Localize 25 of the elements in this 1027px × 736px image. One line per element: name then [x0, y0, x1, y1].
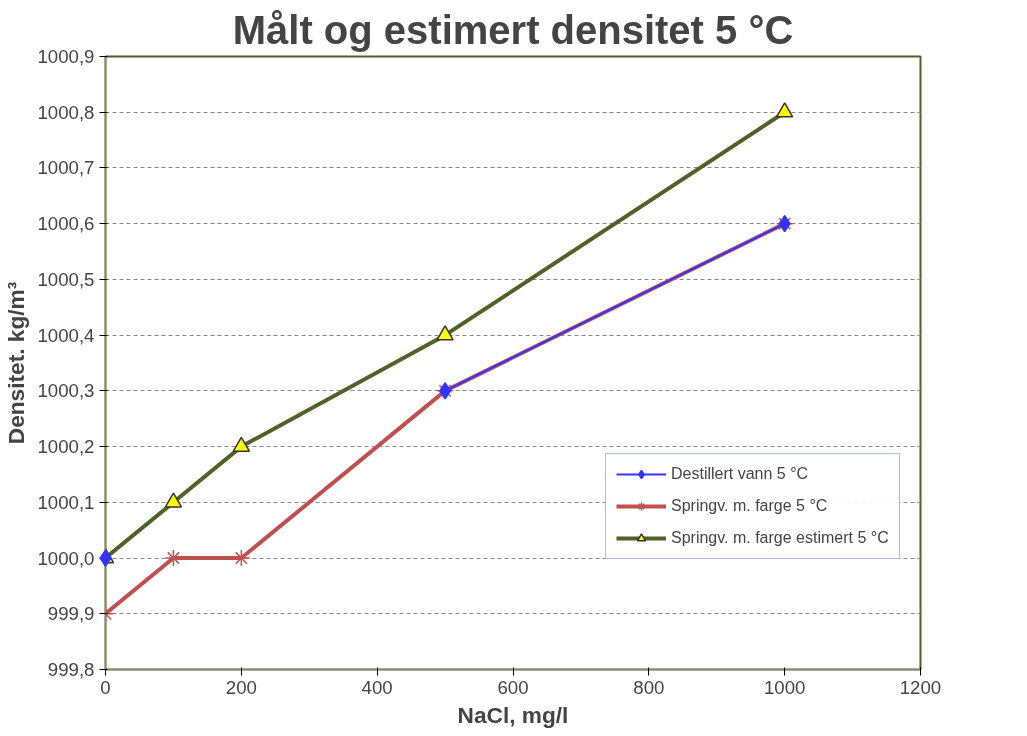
legend-label: Springv. m. farge estimert 5 °C: [671, 529, 889, 547]
chart-title: Målt og estimert densitet 5 °C: [232, 7, 794, 52]
y-tick-label: 999,9: [47, 603, 95, 625]
legend-label: Springv. m. farge 5 °C: [671, 497, 828, 515]
y-tick-label: 1000,0: [37, 547, 95, 569]
x-tick-label: 200: [225, 676, 257, 698]
y-tick-label: 1000,9: [37, 46, 95, 67]
y-axis-title: Densitet. kg/m³: [3, 281, 30, 445]
y-tick-label: 1000,8: [37, 101, 95, 123]
x-tick-label: 600: [497, 676, 529, 698]
y-tick-label: 1000,6: [37, 213, 95, 235]
x-tick-label: 800: [633, 676, 665, 698]
y-tick-label: 1000,3: [37, 380, 95, 402]
x-tick-label: 0: [100, 676, 111, 698]
y-tick-label: 1000,2: [37, 436, 95, 458]
x-tick-label: 1200: [899, 676, 942, 698]
x-tick-label: 400: [361, 676, 393, 698]
y-tick-label: 1000,4: [37, 324, 95, 346]
y-tick-label: 1000,5: [37, 268, 95, 290]
x-axis-title: NaCl, mg/l: [457, 701, 569, 728]
y-tick-label: 999,8: [47, 659, 95, 680]
y-tick-label: 1000,7: [37, 157, 95, 179]
x-tick-label: 1000: [763, 676, 806, 698]
legend-label: Destillert vann 5 °C: [671, 465, 809, 483]
y-tick-label: 1000,1: [37, 491, 95, 513]
